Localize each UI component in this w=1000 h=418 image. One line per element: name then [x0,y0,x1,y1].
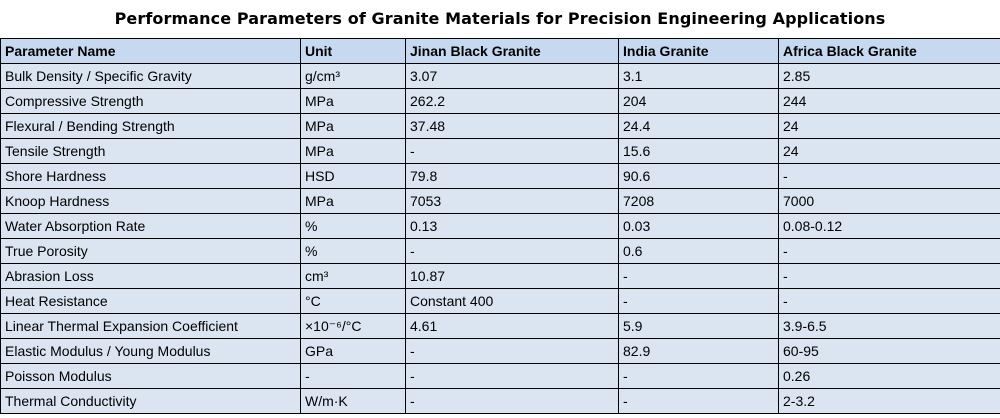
cell-africa-black-granite: - [778,238,1000,264]
cell-parameter-name: Poisson Modulus [0,363,301,389]
cell-india-granite: 0.6 [618,238,779,264]
cell-unit: W/m·K [300,388,406,414]
cell-parameter-name: Shore Hardness [0,163,301,189]
cell-africa-black-granite: 0.26 [778,363,1000,389]
table-title: Performance Parameters of Granite Materi… [114,9,886,28]
header-jinan-black-granite: Jinan Black Granite [405,38,619,64]
cell-jinan-black-granite: - [405,238,619,264]
cell-jinan-black-granite: - [405,138,619,164]
header-row: Parameter Name Unit Jinan Black Granite … [0,38,1000,64]
cell-india-granite: 15.6 [618,138,779,164]
cell-unit: ×10⁻⁶/°C [300,313,406,339]
table-row: Bulk Density / Specific Gravity g/cm³ 3.07… [0,63,1000,89]
table-row: Linear Thermal Expansion Coefficient ×10⁻… [0,313,1000,339]
cell-india-granite: - [618,263,779,289]
table-row: Thermal Conductivity W/m·K - -2-3.2 [0,388,1000,414]
cell-india-granite: - [618,388,779,414]
table-row: Abrasion Loss cm³ 10.87- - [0,263,1000,289]
cell-africa-black-granite: - [778,263,1000,289]
table-header: Parameter Name Unit Jinan Black Granite … [0,38,1000,64]
cell-jinan-black-granite: 10.87 [405,263,619,289]
cell-parameter-name: Elastic Modulus / Young Modulus [0,338,301,364]
cell-parameter-name: Flexural / Bending Strength [0,113,301,139]
cell-africa-black-granite: 244 [778,88,1000,114]
cell-jinan-black-granite: 37.48 [405,113,619,139]
cell-jinan-black-granite: Constant 400 [405,288,619,314]
cell-unit: % [300,238,406,264]
table-row: Elastic Modulus / Young Modulus GPa -82.9 6… [0,338,1000,364]
cell-india-granite: - [618,288,779,314]
cell-africa-black-granite: 3.9-6.5 [778,313,1000,339]
cell-jinan-black-granite: - [405,363,619,389]
cell-jinan-black-granite: 3.07 [405,63,619,89]
cell-india-granite: 5.9 [618,313,779,339]
header-africa-black-granite: Africa Black Granite [778,38,1000,64]
cell-africa-black-granite: 2.85 [778,63,1000,89]
cell-unit: MPa [300,138,406,164]
cell-africa-black-granite: - [778,288,1000,314]
cell-africa-black-granite: 2-3.2 [778,388,1000,414]
cell-parameter-name: Linear Thermal Expansion Coefficient [0,313,301,339]
cell-india-granite: 90.6 [618,163,779,189]
table-row: Shore Hardness HSD 79.8 90.6- [0,163,1000,189]
cell-jinan-black-granite: - [405,388,619,414]
table-row: Knoop Hardness MPa 7053 7208 7000 [0,188,1000,214]
table-row: Poisson Modulus - - -0.26 [0,363,1000,389]
cell-parameter-name: Heat Resistance [0,288,301,314]
cell-unit: °C [300,288,406,314]
cell-unit: cm³ [300,263,406,289]
cell-jinan-black-granite: 0.13 [405,213,619,239]
cell-jinan-black-granite: 7053 [405,188,619,214]
cell-africa-black-granite: 24 [778,113,1000,139]
table-row: Compressive Strength MPa 262.2 204 244 [0,88,1000,114]
cell-parameter-name: Water Absorption Rate [0,213,301,239]
table-row: Water Absorption Rate% 0.13 0.03 0.08-0.12 [0,213,1000,239]
cell-india-granite: - [618,363,779,389]
cell-unit: - [300,363,406,389]
header-india-granite: India Granite [618,38,779,64]
cell-unit: % [300,213,406,239]
cell-unit: GPa [300,338,406,364]
cell-africa-black-granite: - [778,163,1000,189]
cell-africa-black-granite: 0.08-0.12 [778,213,1000,239]
cell-india-granite: 7208 [618,188,779,214]
cell-jinan-black-granite: 262.2 [405,88,619,114]
parameters-table: Parameter Name Unit Jinan Black Granite … [0,38,1000,414]
cell-parameter-name: Thermal Conductivity [0,388,301,414]
cell-africa-black-granite: 60-95 [778,338,1000,364]
table-row: True Porosity% -0.6- [0,238,1000,264]
cell-parameter-name: Bulk Density / Specific Gravity [0,63,301,89]
cell-jinan-black-granite: - [405,338,619,364]
table-row: Tensile Strength MPa -15.6 24 [0,138,1000,164]
cell-india-granite: 3.1 [618,63,779,89]
cell-unit: HSD [300,163,406,189]
cell-jinan-black-granite: 4.61 [405,313,619,339]
header-unit: Unit [300,38,406,64]
table-row: Flexural / Bending Strength MPa 37.48 24.4 2… [0,113,1000,139]
cell-india-granite: 204 [618,88,779,114]
cell-india-granite: 0.03 [618,213,779,239]
cell-parameter-name: Abrasion Loss [0,263,301,289]
cell-parameter-name: Compressive Strength [0,88,301,114]
table-body: Bulk Density / Specific Gravity g/cm³ 3.07… [0,63,1000,414]
cell-parameter-name: Tensile Strength [0,138,301,164]
cell-jinan-black-granite: 79.8 [405,163,619,189]
cell-unit: MPa [300,113,406,139]
cell-africa-black-granite: 7000 [778,188,1000,214]
table-row: Heat Resistance °C Constant 400- - [0,288,1000,314]
header-parameter-name: Parameter Name [0,38,301,64]
cell-india-granite: 24.4 [618,113,779,139]
cell-unit: MPa [300,188,406,214]
cell-africa-black-granite: 24 [778,138,1000,164]
cell-parameter-name: True Porosity [0,238,301,264]
cell-parameter-name: Knoop Hardness [0,188,301,214]
cell-unit: g/cm³ [300,63,406,89]
cell-india-granite: 82.9 [618,338,779,364]
cell-unit: MPa [300,88,406,114]
